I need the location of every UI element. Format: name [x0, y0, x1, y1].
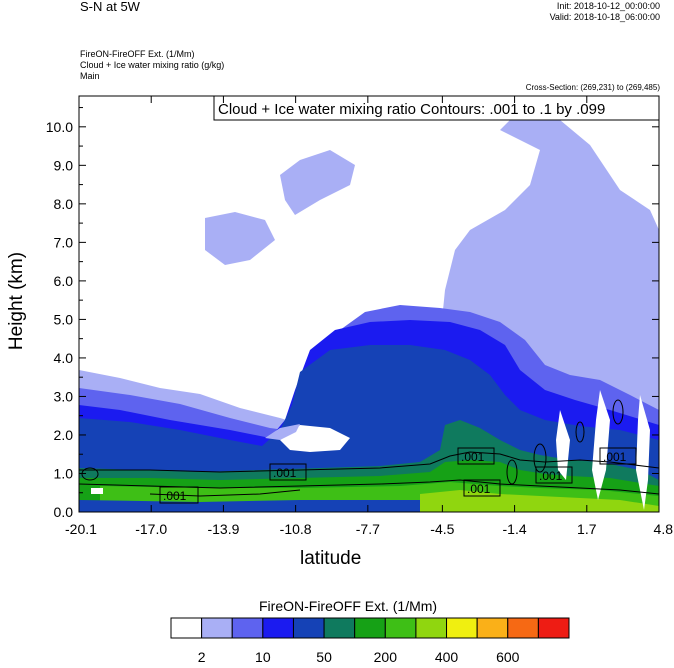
y-tick-label: 7.0 [54, 234, 74, 250]
colorbar-swatch [354, 617, 386, 639]
y-tick-label: 8.0 [54, 196, 74, 212]
colorbar-swatch [446, 617, 478, 639]
contour-cell-5 [81, 467, 99, 481]
colorbar-label: 50 [316, 649, 332, 665]
cross-section-label: Cross-Section: (269,231) to (269,485) [525, 83, 660, 92]
contour-cell-1 [612, 399, 624, 425]
contour-cell-4 [506, 459, 518, 485]
domain-label: Main [80, 71, 100, 81]
colorbar-swatch [507, 617, 539, 639]
band-bottom-strip [79, 500, 420, 512]
field-extinction-label: FireON-FireOFF Ext. (1/Mm) [80, 49, 195, 59]
chart-title: Cloud + Ice water mixing ratio Contours:… [218, 101, 605, 118]
x-tick-label: -4.5 [430, 521, 454, 537]
colorbar-label: 400 [435, 649, 459, 665]
y-tick-label: 0.0 [54, 504, 74, 520]
colorbar-label: 10 [255, 649, 271, 665]
contour-label: .001 [163, 489, 187, 503]
contour-label: .001 [461, 450, 485, 464]
x-tick-label: 4.8 [654, 521, 674, 537]
valid-time: Valid: 2018-10-18_06:00:00 [549, 12, 660, 22]
contour-cell-3 [533, 443, 547, 473]
clear-pocket-edge [265, 424, 300, 440]
x-tick-label: -10.8 [280, 521, 312, 537]
shaded-field [79, 110, 659, 512]
colorbar-swatch [323, 617, 356, 639]
y-tick-label: 2.0 [54, 427, 74, 443]
colorbar-swatch [384, 617, 417, 639]
colorbar-label: 200 [374, 649, 398, 665]
band-upper-cloud [280, 150, 355, 215]
y-tick-label: 9.0 [54, 157, 74, 173]
x-tick-label: -1.4 [503, 521, 527, 537]
contour-cell-2 [575, 421, 585, 443]
x-tick-label: 1.7 [577, 521, 597, 537]
colorbar-title: FireON-FireOFF Ext. (1/Mm) [259, 598, 438, 614]
y-tick-label: 5.0 [54, 311, 74, 327]
x-tick-label: -13.9 [207, 521, 239, 537]
x-axis: -20.1 -17.0 -13.9 -10.8 -7.7 -4.5 -1.4 1.7 4.8 [65, 96, 673, 537]
chart-title-box [213, 95, 660, 121]
contour-001-inner [149, 489, 301, 497]
contour-lines [79, 399, 659, 497]
convective-plumes [556, 390, 650, 510]
colorbar-swatch [262, 617, 294, 639]
y-tick-label: 3.0 [54, 388, 74, 404]
y-tick-label: 10.0 [46, 119, 73, 135]
x-tick-label: -20.1 [65, 521, 97, 537]
contour-001-upper [79, 451, 659, 473]
y-axis-label: Height (km) [6, 251, 27, 351]
colorbar-swatch [201, 617, 233, 639]
x-tick-label: -17.0 [135, 521, 167, 537]
y-tick-label: 4.0 [54, 350, 74, 366]
colorbar-label: 600 [496, 649, 520, 665]
colorbar-swatch [537, 617, 570, 639]
colorbar-label: 2 [198, 649, 206, 665]
colorbar-swatch [476, 617, 509, 639]
contour-label: .001 [273, 466, 297, 480]
x-axis-label: latitude [300, 548, 362, 569]
y-axis: 0.0 1.0 2.0 3.0 4.0 5.0 6.0 7.0 8.0 9.0 10.0 [46, 107, 659, 520]
contour-001-lower [79, 479, 659, 495]
contour-label: .001 [539, 469, 563, 483]
plot-title: S-N at 5W [80, 0, 140, 14]
colorbar-swatch [231, 617, 264, 639]
contour-label-group: .001 .001 .001 .001 .001 .001 [159, 447, 637, 504]
colorbar-swatch [292, 617, 325, 639]
init-time: Init: 2018-10-12_00:00:00 [556, 1, 660, 11]
x-tick-label: -7.7 [356, 521, 380, 537]
field-mixing-ratio-label: Cloud + Ice water mixing ratio (g/kg) [80, 60, 225, 70]
band-mid-cloud [205, 212, 275, 265]
contour-label: .001 [467, 482, 491, 496]
colorbar-swatch [415, 617, 448, 639]
clear-spot [91, 488, 103, 494]
colorbar-swatch [170, 617, 203, 639]
clear-pocket [280, 425, 350, 452]
contour-label: .001 [603, 450, 627, 464]
y-tick-label: 6.0 [54, 273, 74, 289]
colorbar: 2 10 50 200 400 600 [170, 617, 570, 665]
y-tick-label: 1.0 [54, 465, 74, 481]
